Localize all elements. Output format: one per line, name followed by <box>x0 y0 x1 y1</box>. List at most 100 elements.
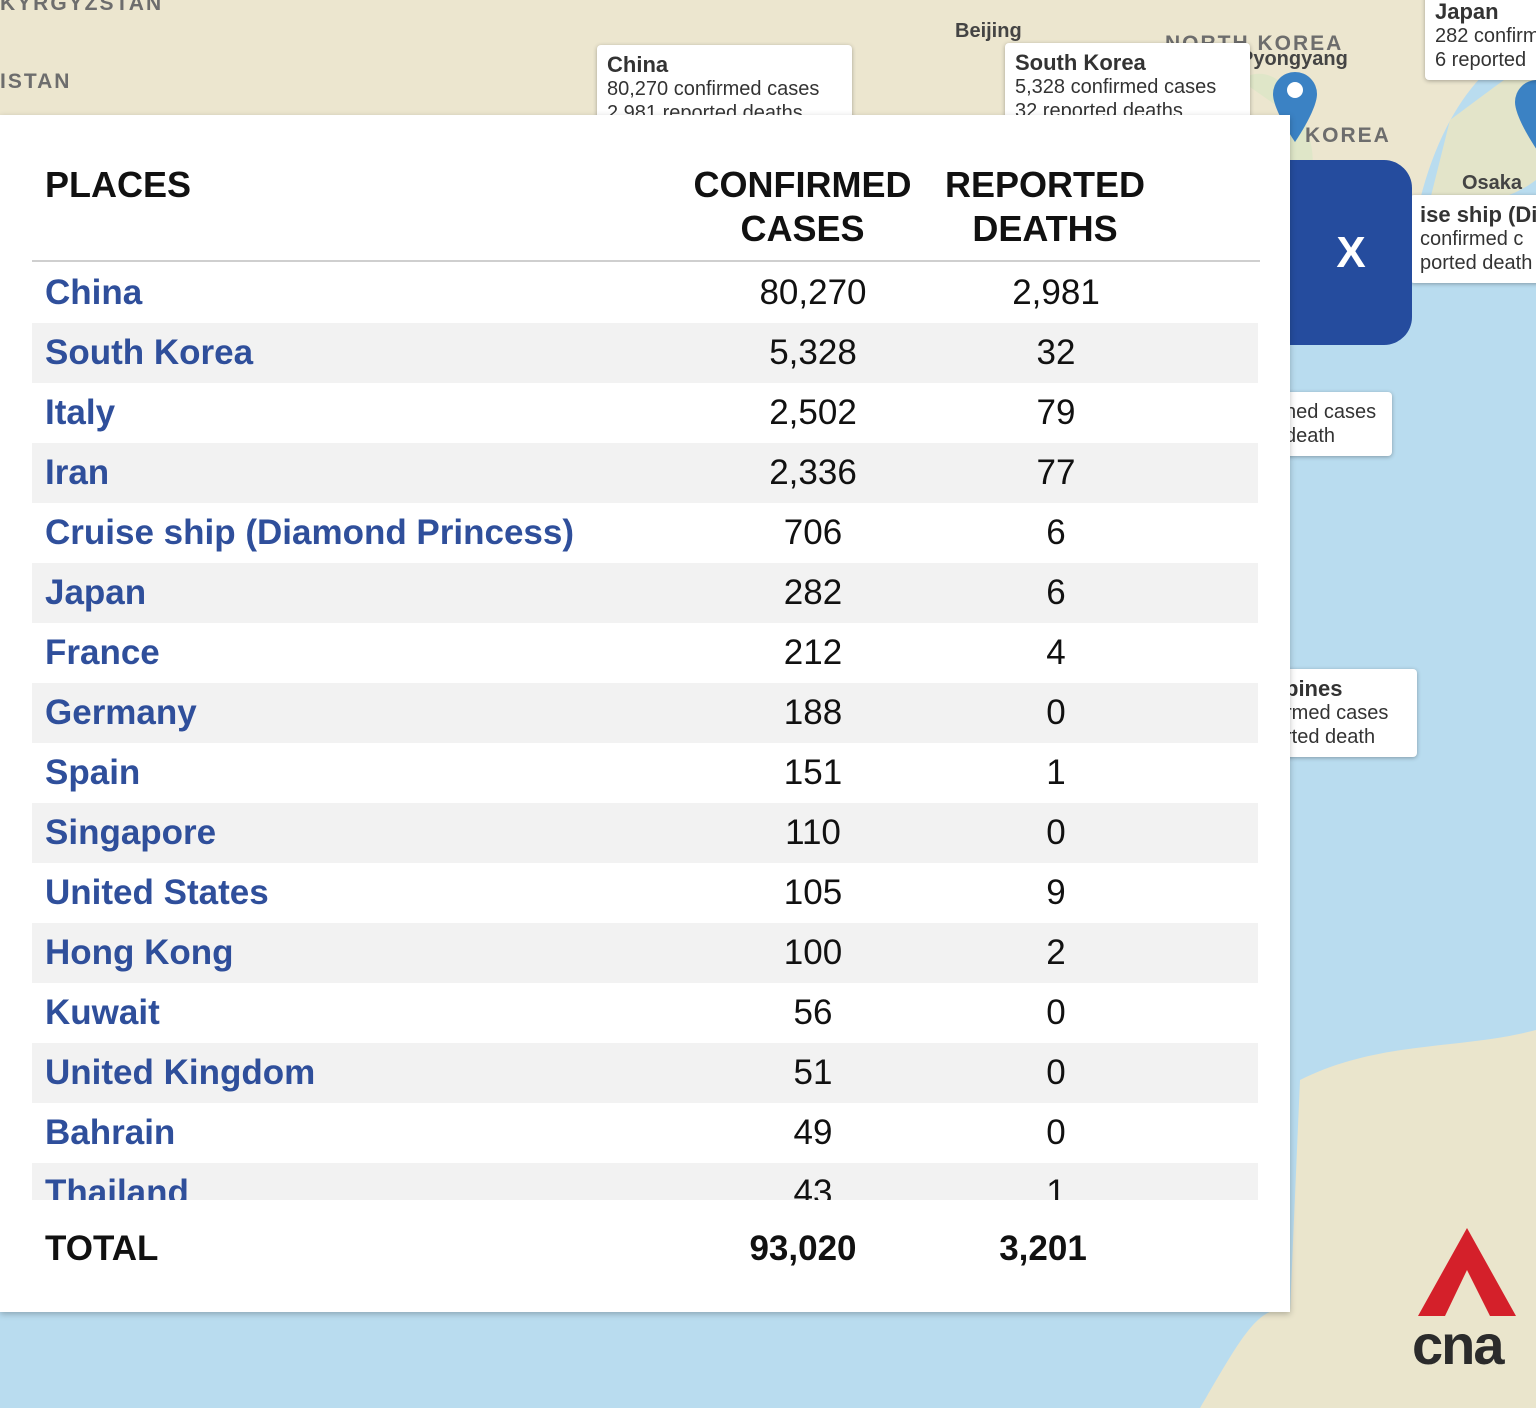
table-row: China 80,270 2,981 <box>32 263 1258 323</box>
table-row: Spain 151 1 <box>32 743 1258 803</box>
reported-deaths: 32 <box>1036 333 1076 372</box>
popup-line: ned cases <box>1285 401 1377 423</box>
close-button[interactable]: X <box>1270 160 1412 345</box>
place-name: Hong Kong <box>45 933 234 972</box>
place-name: Spain <box>45 753 141 792</box>
map-label: Pyongyang <box>1240 48 1348 70</box>
total-deaths: 3,201 <box>999 1229 1087 1268</box>
logo: cna <box>1412 1313 1505 1376</box>
reported-deaths: 9 <box>1046 873 1066 912</box>
popup-title: pines <box>1285 676 1343 701</box>
reported-deaths: 77 <box>1036 453 1076 492</box>
map-label: ISTAN <box>0 70 72 93</box>
map-pin[interactable] <box>1273 72 1317 142</box>
confirmed-cases: 2,336 <box>769 453 857 492</box>
confirmed-cases: 49 <box>793 1113 833 1152</box>
place-name: China <box>45 273 143 312</box>
confirmed-cases: 212 <box>783 633 843 672</box>
map-label: KYRGYZSTAN <box>0 0 164 15</box>
land-south <box>1200 1030 1536 1408</box>
map-popup[interactable]: ise ship (Di confirmed c ported death <box>1410 195 1536 283</box>
confirmed-cases: 2,502 <box>769 393 857 432</box>
confirmed-cases: 80,270 <box>759 273 867 312</box>
popup-line: ported death <box>1420 252 1533 274</box>
logo-mark <box>1418 1228 1516 1316</box>
table-row: Cruise ship (Diamond Princess) 706 6 <box>32 503 1258 563</box>
confirmed-cases: 151 <box>783 753 843 792</box>
popup-line: death <box>1285 425 1336 447</box>
reported-deaths: 4 <box>1046 633 1066 672</box>
reported-deaths: 6 <box>1046 573 1066 612</box>
popup-title: China <box>607 52 669 77</box>
table-row: Kuwait 56 0 <box>32 983 1258 1043</box>
popup-title: ise ship (Di <box>1420 202 1536 227</box>
popup-line: 282 confirm <box>1435 25 1536 47</box>
divider <box>32 260 1260 262</box>
total-confirmed: 93,020 <box>749 1229 857 1268</box>
reported-deaths: 2,981 <box>1012 273 1100 312</box>
confirmed-cases: 282 <box>783 573 843 612</box>
header-confirmed: CONFIRMED CASES <box>693 164 912 249</box>
popup-line: 80,270 confirmed cases <box>607 78 820 100</box>
popup-line: 6 reported <box>1435 49 1527 71</box>
confirmed-cases: 43 <box>793 1173 833 1200</box>
reported-deaths: 6 <box>1046 513 1066 552</box>
table-row: Germany 188 0 <box>32 683 1258 743</box>
table-panel: PLACES CONFIRMED CASES REPORTED DEATHS C… <box>0 115 1290 1312</box>
reported-deaths: 2 <box>1046 933 1066 972</box>
place-name: Italy <box>45 393 116 432</box>
table-row: United Kingdom 51 0 <box>32 1043 1258 1103</box>
map-popup[interactable]: ned cases death <box>1275 392 1392 456</box>
reported-deaths: 0 <box>1046 813 1066 852</box>
place-name: South Korea <box>45 333 254 372</box>
place-name: Cruise ship (Diamond Princess) <box>45 513 575 552</box>
place-name: United States <box>45 873 269 912</box>
table-row: Singapore 110 0 <box>32 803 1258 863</box>
confirmed-cases: 110 <box>785 813 841 852</box>
place-name: Iran <box>45 453 110 492</box>
place-name: Japan <box>45 573 147 612</box>
map-label: Osaka <box>1462 172 1523 194</box>
confirmed-cases: 188 <box>783 693 843 732</box>
place-name: United Kingdom <box>45 1053 316 1092</box>
popup-line: confirmed c <box>1420 228 1524 250</box>
reported-deaths: 79 <box>1036 393 1076 432</box>
confirmed-cases: 5,328 <box>769 333 857 372</box>
table-row: Thailand 43 1 <box>32 1163 1258 1200</box>
popup-line: 5,328 confirmed cases <box>1015 76 1217 98</box>
place-name: Bahrain <box>45 1113 176 1152</box>
confirmed-cases: 56 <box>793 993 833 1032</box>
place-name: Germany <box>45 693 197 732</box>
reported-deaths: 1 <box>1046 753 1066 792</box>
table-row: Iran 2,336 77 <box>32 443 1258 503</box>
confirmed-cases: 706 <box>783 513 843 552</box>
header-places: PLACES <box>45 164 192 205</box>
reported-deaths: 0 <box>1046 1113 1066 1152</box>
place-name: France <box>45 633 160 672</box>
place-name: Thailand <box>45 1173 189 1200</box>
map-popup[interactable]: Japan 282 confirm 6 reported <box>1425 0 1536 80</box>
table-body: China 80,270 2,981 South Korea 5,328 32 Italy 2… <box>32 263 1258 1200</box>
table-row: Bahrain 49 0 <box>32 1103 1258 1163</box>
reported-deaths: 0 <box>1046 1053 1066 1092</box>
map-pin[interactable] <box>1515 80 1536 150</box>
header-deaths: REPORTED DEATHS <box>944 164 1146 249</box>
table-row: Italy 2,502 79 <box>32 383 1258 443</box>
table-row: France 212 4 <box>32 623 1258 683</box>
map-pin-dot <box>1287 82 1303 98</box>
reported-deaths: 0 <box>1046 693 1066 732</box>
popup-title: Japan <box>1435 0 1499 24</box>
popup-line: rmed cases <box>1285 702 1389 724</box>
table-row: Japan 282 6 <box>32 563 1258 623</box>
place-name: Singapore <box>45 813 217 852</box>
reported-deaths: 1 <box>1046 1173 1066 1200</box>
table-row: South Korea 5,328 32 <box>32 323 1258 383</box>
table-row: United States 105 9 <box>32 863 1258 923</box>
confirmed-cases: 51 <box>793 1053 833 1092</box>
reported-deaths: 0 <box>1046 993 1066 1032</box>
map-popup[interactable]: pines rmed cases rted death <box>1275 669 1417 757</box>
confirmed-cases: 105 <box>783 873 843 912</box>
confirmed-cases: 100 <box>783 933 843 972</box>
japan-land <box>1430 60 1536 204</box>
